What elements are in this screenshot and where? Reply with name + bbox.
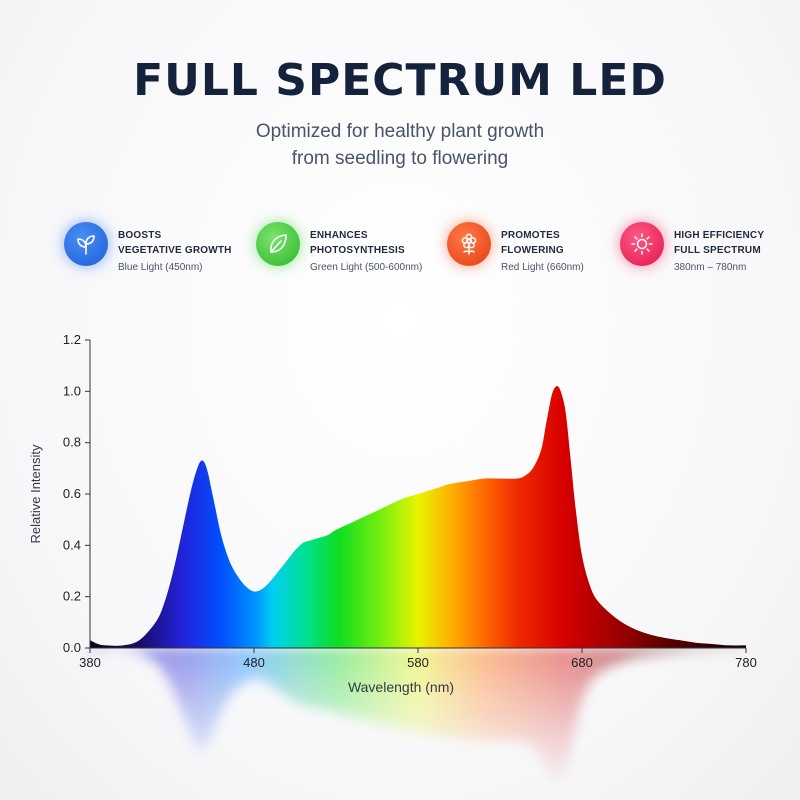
feature-title: HIGH EFFICIENCY FULL SPECTRUM — [674, 228, 800, 258]
y-tick-label: 0.0 — [63, 640, 81, 655]
y-tick-label: 0.6 — [63, 486, 81, 501]
feature-title: ENHANCES PHOTOSYNTHESIS — [310, 228, 460, 258]
y-tick-label: 0.4 — [63, 537, 81, 552]
feature-list: BOOSTS VEGETATIVE GROWTH Blue Light (450… — [0, 222, 800, 282]
feature-title: BOOSTS VEGETATIVE GROWTH — [118, 228, 268, 258]
leaf-icon — [256, 222, 300, 266]
x-axis-label: Wavelength (nm) — [348, 679, 454, 695]
y-tick-label: 1.2 — [63, 332, 81, 347]
subtitle-line-2: from seedling to flowering — [291, 148, 509, 169]
y-tick-label: 0.2 — [63, 589, 81, 604]
feature-title-line-2: FULL SPECTRUM — [674, 245, 761, 256]
feature-description: Blue Light (450nm) — [118, 262, 203, 273]
page-title: FULL SPECTRUM LED — [133, 55, 667, 106]
y-tick-label: 1.0 — [63, 383, 81, 398]
feature-description: 380nm – 780nm — [674, 262, 747, 273]
spectrum-reflection — [90, 648, 746, 792]
feature-title-line-1: PROMOTES — [501, 230, 560, 241]
feature-title-line-1: HIGH EFFICIENCY — [674, 230, 765, 241]
feature-description: Green Light (500-600nm) — [310, 262, 423, 273]
x-tick-label: 480 — [243, 655, 265, 670]
feature-description: Red Light (660nm) — [501, 262, 584, 273]
subtitle-line-1: Optimized for healthy plant growth — [255, 121, 545, 142]
y-axis-label: Relative Intensity — [28, 444, 43, 543]
flower-icon — [447, 222, 491, 266]
spectrum-area — [90, 386, 746, 648]
x-tick-label: 780 — [735, 655, 757, 670]
sun-icon — [620, 222, 664, 266]
chart-axes: 0.0 0.2 0.4 0.6 0.8 1.0 1.2 380 480 580 680 780 — [63, 332, 757, 670]
y-tick-label: 0.8 — [63, 435, 81, 450]
feature-title: PROMOTES FLOWERING — [501, 228, 651, 258]
x-tick-label: 380 — [79, 655, 101, 670]
spectrum-chart: 0.0 0.2 0.4 0.6 0.8 1.0 1.2 380 480 580 680 780 Wav… — [28, 332, 757, 792]
feature-title-line-2: PHOTOSYNTHESIS — [310, 245, 405, 256]
spectrum-reflection-area — [90, 648, 746, 792]
feature-title-line-2: FLOWERING — [501, 245, 564, 256]
feature-title-line-1: BOOSTS — [118, 230, 162, 241]
feature-title-line-2: VEGETATIVE GROWTH — [118, 245, 232, 256]
x-tick-label: 680 — [571, 655, 593, 670]
x-tick-label: 580 — [407, 655, 429, 670]
feature-title-line-1: ENHANCES — [310, 230, 368, 241]
page-subtitle: Optimized for healthy plant growth from … — [0, 118, 800, 172]
leaves-icon — [64, 222, 108, 266]
